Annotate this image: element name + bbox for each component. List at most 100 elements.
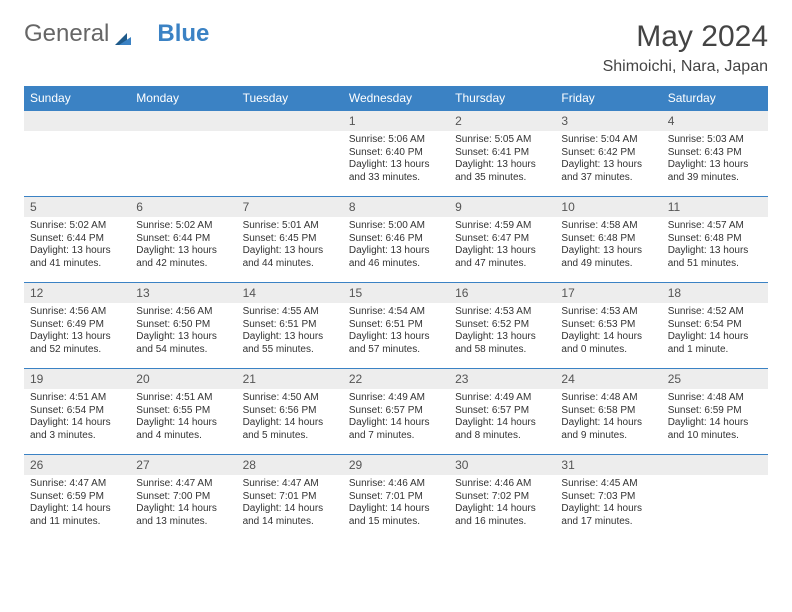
location-label: Shimoichi, Nara, Japan — [603, 58, 768, 76]
day-details: Sunrise: 4:45 AMSunset: 7:03 PMDaylight:… — [555, 475, 661, 531]
sunrise-line: Sunrise: 5:00 AM — [349, 220, 443, 233]
day-number: 6 — [130, 197, 236, 217]
day-number: 19 — [24, 369, 130, 389]
day-number: 31 — [555, 455, 661, 475]
day-details: Sunrise: 4:48 AMSunset: 6:59 PMDaylight:… — [662, 389, 768, 445]
daylight-line: Daylight: 14 hours and 8 minutes. — [455, 417, 549, 442]
day-number: 1 — [343, 111, 449, 131]
sunrise-line: Sunrise: 4:51 AM — [136, 392, 230, 405]
day-number: 23 — [449, 369, 555, 389]
daylight-line: Daylight: 13 hours and 51 minutes. — [668, 245, 762, 270]
sunset-line: Sunset: 6:59 PM — [30, 491, 124, 504]
sunset-line: Sunset: 6:51 PM — [243, 319, 337, 332]
daylight-line: Daylight: 13 hours and 58 minutes. — [455, 331, 549, 356]
calendar-row: 5Sunrise: 5:02 AMSunset: 6:44 PMDaylight… — [24, 197, 768, 283]
calendar-row: 12Sunrise: 4:56 AMSunset: 6:49 PMDayligh… — [24, 283, 768, 369]
day-number: 29 — [343, 455, 449, 475]
day-details: Sunrise: 4:46 AMSunset: 7:02 PMDaylight:… — [449, 475, 555, 531]
calendar-cell: 27Sunrise: 4:47 AMSunset: 7:00 PMDayligh… — [130, 455, 236, 541]
daylight-line: Daylight: 14 hours and 1 minute. — [668, 331, 762, 356]
calendar-cell — [24, 111, 130, 197]
day-number: 13 — [130, 283, 236, 303]
calendar-cell: 17Sunrise: 4:53 AMSunset: 6:53 PMDayligh… — [555, 283, 661, 369]
sunrise-line: Sunrise: 5:05 AM — [455, 134, 549, 147]
daylight-line: Daylight: 13 hours and 37 minutes. — [561, 159, 655, 184]
sunset-line: Sunset: 7:01 PM — [243, 491, 337, 504]
title-block: May 2024 Shimoichi, Nara, Japan — [603, 20, 768, 76]
calendar-cell: 6Sunrise: 5:02 AMSunset: 6:44 PMDaylight… — [130, 197, 236, 283]
sunrise-line: Sunrise: 4:57 AM — [668, 220, 762, 233]
day-details: Sunrise: 5:03 AMSunset: 6:43 PMDaylight:… — [662, 131, 768, 187]
day-number: 27 — [130, 455, 236, 475]
logo: General Blue — [24, 20, 209, 48]
day-details: Sunrise: 4:57 AMSunset: 6:48 PMDaylight:… — [662, 217, 768, 273]
calendar-cell: 2Sunrise: 5:05 AMSunset: 6:41 PMDaylight… — [449, 111, 555, 197]
sunset-line: Sunset: 6:50 PM — [136, 319, 230, 332]
calendar-cell: 19Sunrise: 4:51 AMSunset: 6:54 PMDayligh… — [24, 369, 130, 455]
calendar-cell: 10Sunrise: 4:58 AMSunset: 6:48 PMDayligh… — [555, 197, 661, 283]
sunset-line: Sunset: 6:53 PM — [561, 319, 655, 332]
sunrise-line: Sunrise: 4:46 AM — [455, 478, 549, 491]
day-number: 30 — [449, 455, 555, 475]
calendar-cell: 9Sunrise: 4:59 AMSunset: 6:47 PMDaylight… — [449, 197, 555, 283]
sunrise-line: Sunrise: 4:55 AM — [243, 306, 337, 319]
weekday-header: Monday — [130, 86, 236, 111]
day-number: 5 — [24, 197, 130, 217]
daylight-line: Daylight: 14 hours and 0 minutes. — [561, 331, 655, 356]
daylight-line: Daylight: 13 hours and 46 minutes. — [349, 245, 443, 270]
day-details: Sunrise: 5:02 AMSunset: 6:44 PMDaylight:… — [24, 217, 130, 273]
day-details: Sunrise: 4:56 AMSunset: 6:49 PMDaylight:… — [24, 303, 130, 359]
day-number-empty — [662, 455, 768, 475]
day-number: 21 — [237, 369, 343, 389]
sunset-line: Sunset: 6:59 PM — [668, 405, 762, 418]
daylight-line: Daylight: 14 hours and 15 minutes. — [349, 503, 443, 528]
day-details: Sunrise: 4:47 AMSunset: 7:00 PMDaylight:… — [130, 475, 236, 531]
logo-text-blue: Blue — [157, 20, 209, 48]
day-number: 18 — [662, 283, 768, 303]
sunset-line: Sunset: 6:57 PM — [349, 405, 443, 418]
day-number: 26 — [24, 455, 130, 475]
day-number: 17 — [555, 283, 661, 303]
sunrise-line: Sunrise: 5:04 AM — [561, 134, 655, 147]
daylight-line: Daylight: 13 hours and 39 minutes. — [668, 159, 762, 184]
calendar-cell: 7Sunrise: 5:01 AMSunset: 6:45 PMDaylight… — [237, 197, 343, 283]
calendar-cell: 11Sunrise: 4:57 AMSunset: 6:48 PMDayligh… — [662, 197, 768, 283]
day-details: Sunrise: 4:52 AMSunset: 6:54 PMDaylight:… — [662, 303, 768, 359]
sunrise-line: Sunrise: 4:47 AM — [30, 478, 124, 491]
day-details: Sunrise: 4:54 AMSunset: 6:51 PMDaylight:… — [343, 303, 449, 359]
calendar-row: 26Sunrise: 4:47 AMSunset: 6:59 PMDayligh… — [24, 455, 768, 541]
sunset-line: Sunset: 6:40 PM — [349, 147, 443, 160]
calendar-cell: 20Sunrise: 4:51 AMSunset: 6:55 PMDayligh… — [130, 369, 236, 455]
calendar-cell: 16Sunrise: 4:53 AMSunset: 6:52 PMDayligh… — [449, 283, 555, 369]
sunrise-line: Sunrise: 4:52 AM — [668, 306, 762, 319]
sunset-line: Sunset: 6:47 PM — [455, 233, 549, 246]
day-number: 12 — [24, 283, 130, 303]
calendar-cell: 15Sunrise: 4:54 AMSunset: 6:51 PMDayligh… — [343, 283, 449, 369]
day-details: Sunrise: 4:47 AMSunset: 7:01 PMDaylight:… — [237, 475, 343, 531]
calendar-row: 19Sunrise: 4:51 AMSunset: 6:54 PMDayligh… — [24, 369, 768, 455]
daylight-line: Daylight: 13 hours and 35 minutes. — [455, 159, 549, 184]
day-number: 11 — [662, 197, 768, 217]
day-number: 22 — [343, 369, 449, 389]
daylight-line: Daylight: 14 hours and 11 minutes. — [30, 503, 124, 528]
calendar-row: 1Sunrise: 5:06 AMSunset: 6:40 PMDaylight… — [24, 111, 768, 197]
day-number: 9 — [449, 197, 555, 217]
page-title: May 2024 — [603, 20, 768, 54]
calendar-cell: 24Sunrise: 4:48 AMSunset: 6:58 PMDayligh… — [555, 369, 661, 455]
daylight-line: Daylight: 13 hours and 54 minutes. — [136, 331, 230, 356]
calendar-cell: 13 Sunrise: 4:56 AMSunset: 6:50 PMDayligh… — [130, 283, 236, 369]
sunrise-line: Sunrise: 4:56 AM — [136, 306, 230, 319]
sunset-line: Sunset: 6:49 PM — [30, 319, 124, 332]
sunset-line: Sunset: 6:52 PM — [455, 319, 549, 332]
day-details: Sunrise: 4:58 AMSunset: 6:48 PMDaylight:… — [555, 217, 661, 273]
sunrise-line: Sunrise: 5:02 AM — [30, 220, 124, 233]
sunrise-line: Sunrise: 4:50 AM — [243, 392, 337, 405]
daylight-line: Daylight: 13 hours and 44 minutes. — [243, 245, 337, 270]
daylight-line: Daylight: 14 hours and 5 minutes. — [243, 417, 337, 442]
day-details: Sunrise: 5:00 AMSunset: 6:46 PMDaylight:… — [343, 217, 449, 273]
day-number-empty — [24, 111, 130, 131]
day-number: 10 — [555, 197, 661, 217]
calendar-cell: 26 Sunrise: 4:47 AMSunset: 6:59 PMDayligh… — [24, 455, 130, 541]
weekday-header: Tuesday — [237, 86, 343, 111]
weekday-header: Friday — [555, 86, 661, 111]
